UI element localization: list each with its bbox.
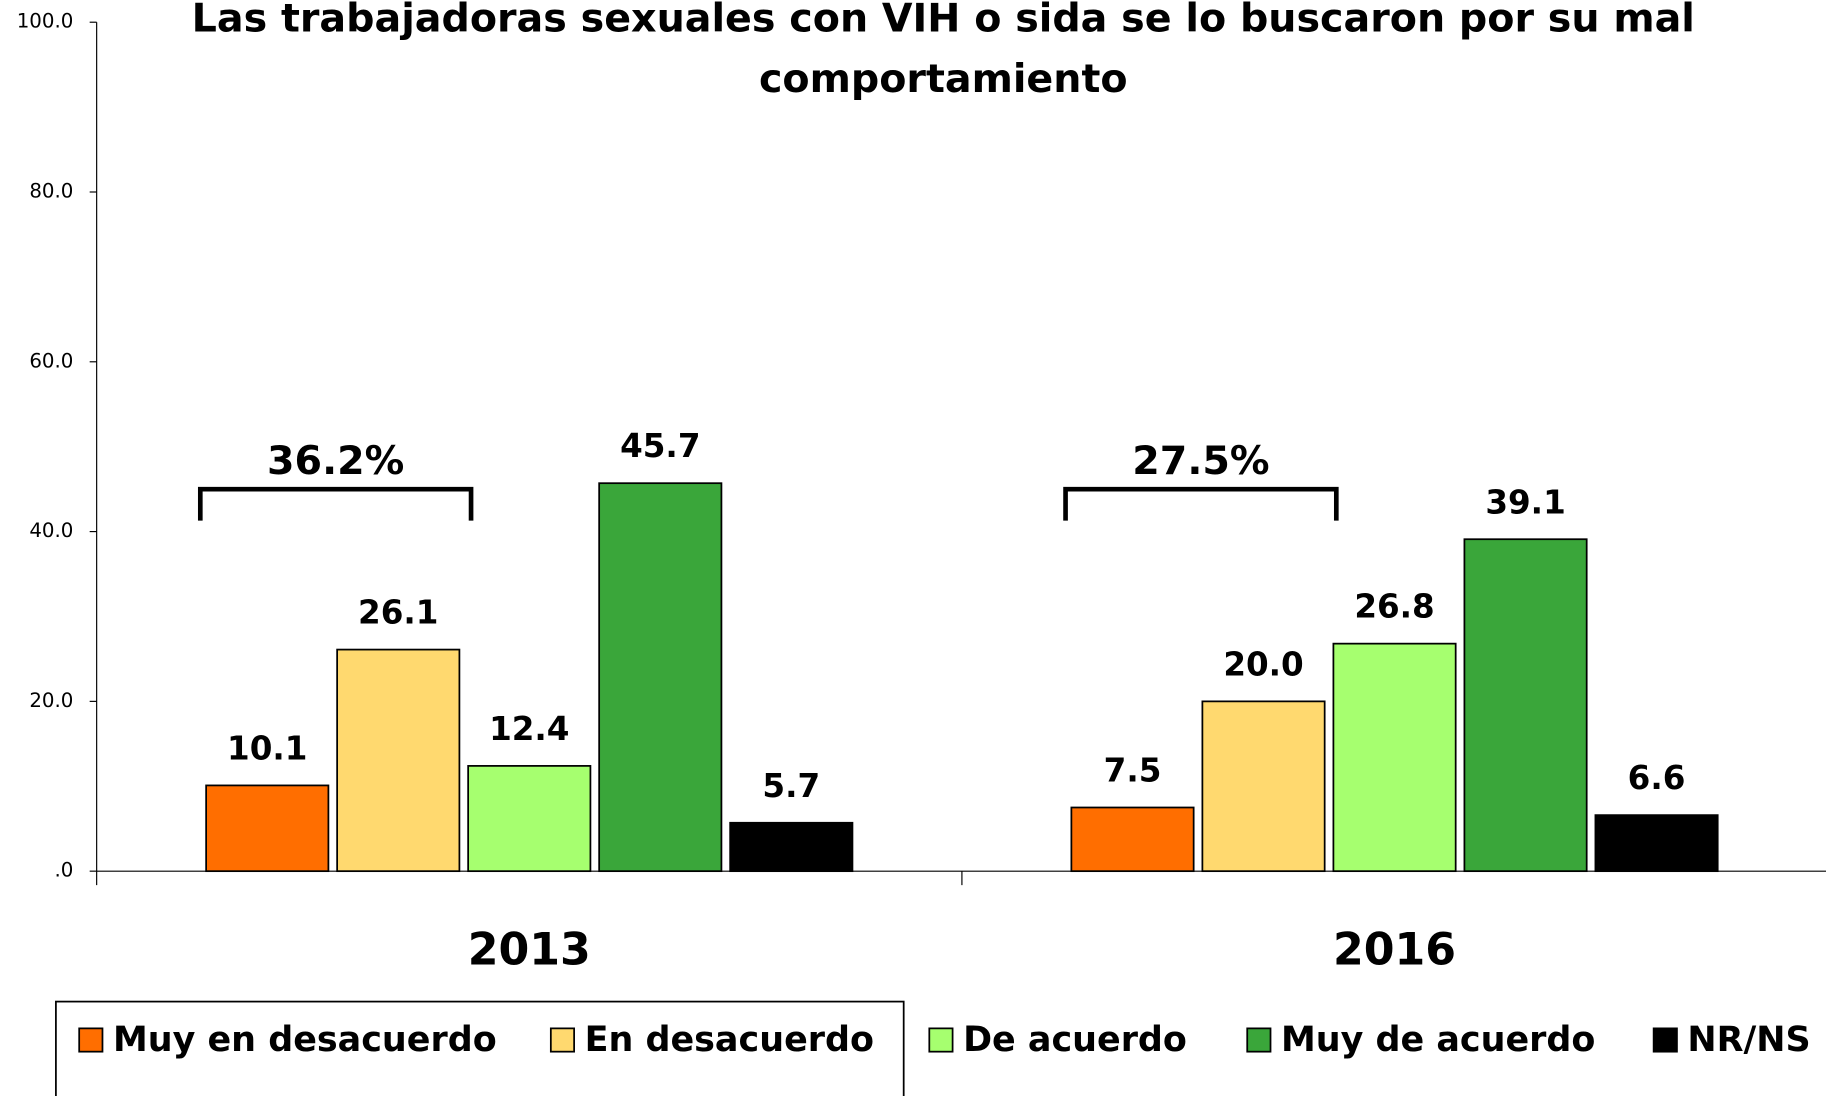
chart-title: Las trabajadoras sexuales con VIH o sida…	[191, 0, 1695, 103]
x-tick-label: 2016	[1333, 925, 1456, 976]
bracket	[197, 486, 474, 521]
value-label: 20.0	[1223, 645, 1303, 683]
legend-label: NR/NS	[1687, 1020, 1810, 1060]
value-label: 39.1	[1485, 483, 1565, 521]
bar	[1070, 806, 1195, 873]
value-label: 26.8	[1354, 588, 1434, 626]
y-tick-label: .0	[54, 859, 73, 882]
bar	[467, 765, 592, 873]
value-label: 5.7	[762, 767, 820, 805]
legend-label: De acuerdo	[963, 1020, 1187, 1060]
legend-swatch	[1652, 1027, 1678, 1053]
bar	[336, 648, 461, 873]
legend-label: Muy de acuerdo	[1281, 1020, 1595, 1060]
legend-swatch	[549, 1027, 575, 1053]
bar	[1201, 700, 1326, 873]
value-label: 6.6	[1628, 759, 1686, 797]
bar	[1463, 538, 1588, 873]
annotation: 27.5%	[1132, 438, 1269, 484]
title-box: Las trabajadoras sexuales con VIH o sida…	[191, 0, 1695, 103]
legend-swatch	[928, 1027, 954, 1053]
y-tick-label: 100.0	[17, 10, 74, 33]
legend-label: Muy en desacuerdo	[113, 1020, 497, 1060]
value-label: 26.1	[358, 594, 438, 632]
bar	[1594, 814, 1719, 873]
y-tick-label: 40.0	[29, 519, 73, 542]
value-label: 45.7	[620, 427, 700, 465]
bar	[205, 784, 330, 873]
y-tick-label: 20.0	[29, 689, 73, 712]
x-tick-label: 2013	[468, 925, 591, 976]
bar	[1332, 642, 1457, 873]
legend-box	[55, 1000, 905, 1096]
legend-swatch	[78, 1027, 104, 1053]
value-label: 12.4	[489, 710, 569, 748]
legend-label: En desacuerdo	[585, 1020, 874, 1060]
value-label: 10.1	[227, 729, 307, 767]
y-tick-label: 80.0	[29, 179, 73, 202]
legend-swatch	[1246, 1027, 1272, 1053]
bar	[729, 821, 854, 873]
annotation: 36.2%	[267, 438, 404, 484]
y-tick-label: 60.0	[29, 349, 73, 372]
bracket	[1063, 486, 1339, 521]
value-label: 7.5	[1104, 752, 1162, 790]
bar	[598, 482, 723, 873]
